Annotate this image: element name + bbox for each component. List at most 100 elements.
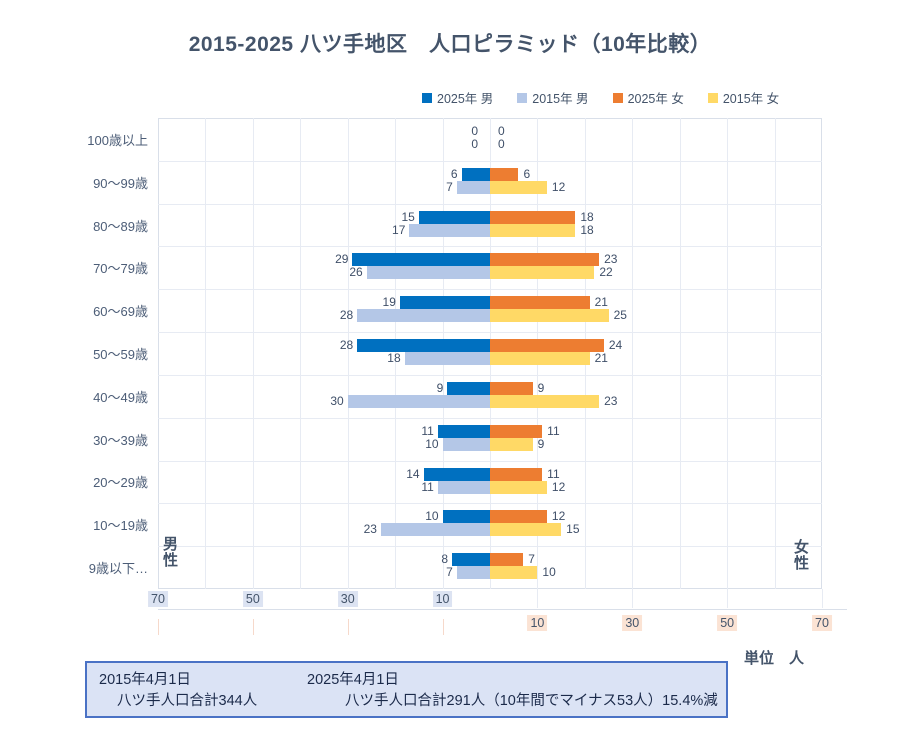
bar-male-2025	[352, 253, 490, 267]
bar-male-2015	[366, 266, 490, 280]
bar-female-2025	[490, 381, 533, 395]
category-label: 50〜59歳	[93, 346, 148, 362]
gridline-stub	[632, 589, 634, 608]
bar-male-2025	[418, 210, 490, 224]
bar-value-label: 23	[604, 393, 618, 408]
gridline-vertical	[252, 118, 254, 589]
bar-male-2025	[452, 553, 490, 567]
gridline-vertical	[679, 118, 681, 589]
bar-female-2025	[490, 467, 543, 481]
bar-value-label: 11	[421, 423, 434, 438]
axis-tickmark	[158, 619, 159, 635]
bar-value-label: 12	[551, 179, 566, 194]
bar-value-label: 21	[594, 295, 608, 310]
chart-title: 2015-2025 八ツ手地区 人口ピラミッド（10年比較）	[188, 33, 712, 56]
bar-male-2015	[409, 223, 490, 237]
axis-tickmark	[347, 619, 349, 635]
bar-value-label: 28	[339, 308, 354, 323]
x-tick-right: 10	[527, 615, 548, 631]
bar-female-2015	[490, 480, 547, 494]
bar-value-label: 17	[392, 222, 406, 237]
bar-male-2015	[456, 180, 490, 194]
gridline-horizontal	[158, 460, 822, 462]
bar-value-label: 29	[335, 252, 349, 267]
bar-value-label: 11	[547, 423, 560, 438]
summary-box: 2015年4月1日 八ツ手人口合計344人 2025年4月1日 八ツ手人口合計2…	[85, 661, 728, 718]
bar-value-label: 6	[523, 166, 531, 181]
bar-male-2025	[437, 424, 490, 438]
bar-value-label: 18	[580, 209, 594, 224]
bar-female-2025	[490, 167, 519, 181]
gridline-horizontal	[158, 503, 822, 505]
bar-value-label: 6	[450, 166, 458, 181]
bar-value-label: 10	[425, 509, 439, 524]
bar-value-label: 21	[594, 351, 608, 366]
bar-value-label: 12	[551, 509, 566, 524]
legend-label: 2025年 女	[627, 92, 684, 106]
bar-value-label: 28	[339, 338, 354, 353]
bar-value-label: 0	[471, 137, 478, 151]
gridline-stub	[727, 589, 729, 608]
gridline-vertical	[347, 118, 349, 589]
gridline-horizontal	[158, 289, 822, 291]
legend-label: 2025年 男	[437, 92, 494, 106]
gridline-vertical	[395, 118, 397, 589]
gridline-horizontal	[158, 374, 822, 376]
bar-value-label: 10	[425, 436, 439, 451]
category-label: 10〜19歳	[93, 518, 148, 534]
bar-male-2025	[447, 381, 490, 395]
gridline-vertical	[727, 118, 729, 589]
bar-male-2025	[442, 510, 490, 524]
category-label: 100歳以上	[87, 132, 148, 148]
bar-value-label: 11	[547, 466, 560, 481]
bar-female-2015	[490, 352, 590, 366]
legend-swatch-icon	[422, 92, 432, 103]
bar-female-2015	[490, 437, 533, 451]
summary-2025-date: 2025年4月1日	[307, 672, 399, 688]
axis-tickmark	[252, 619, 254, 635]
bar-value-label: 24	[608, 338, 623, 353]
legend-swatch-icon	[707, 92, 718, 103]
bar-female-2015	[490, 523, 562, 537]
bar-female-2025	[490, 339, 604, 353]
bar-female-2015	[490, 566, 538, 580]
bar-female-2025	[490, 510, 547, 524]
legend-item: 2025年 男	[422, 88, 493, 107]
bar-female-2025	[490, 424, 543, 438]
bar-female-2025	[490, 553, 524, 567]
category-label: 30〜39歳	[93, 432, 148, 448]
legend-label: 2015年 女	[722, 92, 780, 106]
axis-tickmark	[442, 619, 444, 635]
summary-2015-date: 2015年4月1日	[99, 672, 191, 688]
gridline-vertical	[774, 118, 776, 589]
unit-label: 単位 人	[744, 650, 805, 667]
bar-male-2015	[404, 352, 490, 366]
bar-female-2015	[490, 309, 609, 323]
legend-swatch-icon	[612, 92, 623, 103]
gridline-vertical	[632, 118, 634, 589]
bar-value-label: 0	[498, 137, 505, 151]
legend-label: 2015年 男	[532, 92, 589, 106]
bar-value-label: 18	[387, 351, 401, 366]
bar-value-label: 19	[382, 295, 396, 310]
legend-item: 2025年 女	[612, 88, 684, 107]
x-tick-right: 30	[622, 615, 643, 631]
bar-value-label: 26	[349, 265, 363, 280]
x-tick-left: 50	[242, 591, 263, 607]
x-tick-left: 70	[148, 591, 168, 607]
x-tick-right: 70	[812, 615, 832, 631]
category-label: 90〜99歳	[93, 175, 148, 191]
x-axis-line	[158, 609, 847, 610]
bar-female-2015	[490, 394, 600, 408]
bar-value-label: 11	[421, 479, 434, 494]
bar-value-label: 7	[446, 179, 453, 194]
category-label: 20〜29歳	[93, 475, 148, 491]
gridline-horizontal	[158, 160, 822, 162]
bar-male-2025	[399, 296, 490, 310]
gridline-vertical	[300, 118, 302, 589]
bar-male-2015	[456, 566, 490, 580]
bar-male-2015	[347, 394, 490, 408]
x-tick-left: 10	[432, 591, 453, 607]
bar-value-label: 22	[599, 265, 613, 280]
